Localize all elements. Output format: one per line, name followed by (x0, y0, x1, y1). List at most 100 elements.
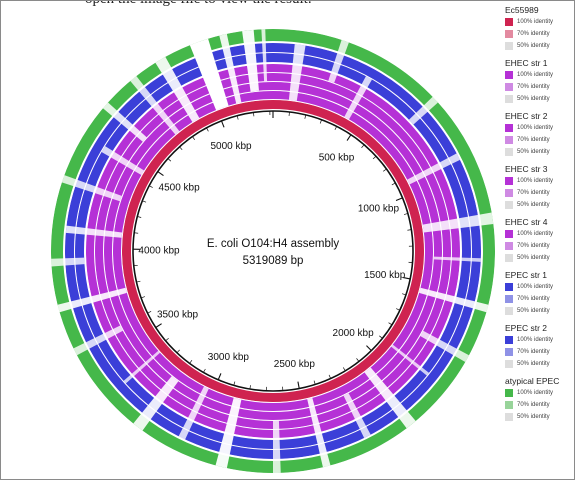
minor-tick (137, 216, 142, 218)
tick-marks (133, 111, 413, 391)
legend: Ec55989 100% identity 70% identity 50% iden… (505, 5, 573, 423)
alignment-gap (133, 376, 179, 431)
minor-tick (372, 155, 377, 160)
legend-swatch (505, 242, 513, 250)
legend-label: 70% identity (517, 243, 550, 249)
major-tick (297, 381, 300, 389)
minor-tick (313, 380, 316, 385)
legend-item: 70% identity (505, 293, 573, 305)
legend-swatch (505, 83, 513, 91)
legend-label: 70% identity (517, 402, 550, 408)
minor-tick (383, 168, 387, 172)
legend-swatch (505, 189, 513, 197)
legend-label: 100% identity (517, 231, 554, 237)
legend-item: 100% identity (505, 228, 573, 240)
ring-separator (50, 28, 496, 474)
minor-tick (189, 360, 193, 364)
legend-item: 70% identity (505, 187, 573, 199)
minor-tick (192, 136, 196, 140)
minor-tick (148, 185, 153, 188)
minor-tick (206, 127, 209, 132)
minor-tick (403, 213, 408, 215)
legend-swatch (505, 71, 513, 79)
major-tick (157, 171, 164, 176)
minor-tick (165, 337, 169, 342)
legend-title: EHEC str 3 (505, 164, 548, 174)
legend-item: 100% identity (505, 175, 573, 187)
major-tick (346, 134, 352, 141)
alignment-gap (73, 325, 123, 356)
alignment-gap (178, 386, 209, 440)
tick-label: 500 kbp (319, 152, 355, 163)
legend-label: 100% identity (517, 337, 554, 343)
legend-label: 70% identity (517, 137, 550, 143)
legend-swatch (505, 295, 513, 303)
alignment-gap (391, 344, 430, 376)
legend-label: 50% identity (517, 255, 550, 261)
legend-swatch (505, 360, 513, 368)
alignment-gap (215, 397, 242, 469)
alignment-gap (419, 287, 489, 313)
legend-label: 50% identity (517, 414, 550, 420)
legend-item: 70% identity (505, 346, 573, 358)
minor-tick (253, 112, 255, 117)
legend-label: 50% identity (517, 202, 550, 208)
ring-separator (121, 99, 425, 403)
legend-item: 50% identity (505, 199, 573, 211)
legend-item: 70% identity (505, 399, 573, 411)
alignment-gap (420, 330, 470, 362)
legend-label: 70% identity (517, 31, 550, 37)
alignment-gap (123, 350, 161, 384)
minor-tick (407, 229, 412, 231)
tick-labels: 500 kbp 1000 kbp 1500 kbp 2000 kbp 2500 kbp 3… (138, 141, 405, 370)
minor-tick (140, 296, 145, 299)
legend-item: 50% identity (505, 305, 573, 317)
legend-item: 50% identity (505, 411, 573, 423)
legend-item: 100% identity (505, 387, 573, 399)
alignment-gap (189, 38, 229, 111)
alignment-gap (219, 33, 242, 104)
tick-label: 1000 kbp (358, 204, 400, 215)
minor-tick (176, 349, 180, 354)
minor-tick (179, 146, 183, 151)
legend-title: EPEC str 2 (505, 323, 548, 333)
alignment-gap (261, 29, 268, 82)
minor-tick (136, 280, 141, 283)
legend-item: 100% identity (505, 334, 573, 346)
major-tick (217, 373, 222, 381)
ring-0 (122, 100, 424, 402)
tick-label: 4000 kbp (138, 246, 180, 257)
minor-tick (356, 358, 360, 362)
legend-item: 70% identity (505, 134, 573, 146)
legend-label: 70% identity (517, 190, 550, 196)
minor-tick (391, 182, 396, 186)
alignment-gap (307, 397, 331, 468)
minor-tick (236, 115, 239, 120)
legend-item: 100% identity (505, 16, 573, 28)
legend-swatch (505, 336, 513, 344)
major-tick (403, 277, 411, 280)
legend-swatch (505, 136, 513, 144)
legend-item: 70% identity (505, 28, 573, 40)
legend-item: 50% identity (505, 40, 573, 52)
legend-item: 100% identity (505, 69, 573, 81)
legend-label: 100% identity (517, 284, 554, 290)
legend-swatch (505, 148, 513, 156)
legend-title: atypical EPEC (505, 376, 560, 386)
alignment-gap (57, 287, 127, 313)
minor-tick (402, 293, 407, 296)
minor-tick (396, 308, 400, 311)
legend-swatch (505, 95, 513, 103)
alignment-gap (65, 225, 123, 238)
legend-title: EHEC str 4 (505, 217, 548, 227)
legend-swatch (505, 413, 513, 421)
tick-label: 3000 kbp (208, 352, 250, 363)
minor-tick (203, 368, 206, 373)
tick-label: 5000 kbp (210, 141, 252, 152)
major-tick (155, 323, 162, 328)
legend-title: EHEC str 1 (505, 58, 548, 68)
tick-label: 2000 kbp (333, 328, 375, 339)
legend-item: 50% identity (505, 93, 573, 105)
